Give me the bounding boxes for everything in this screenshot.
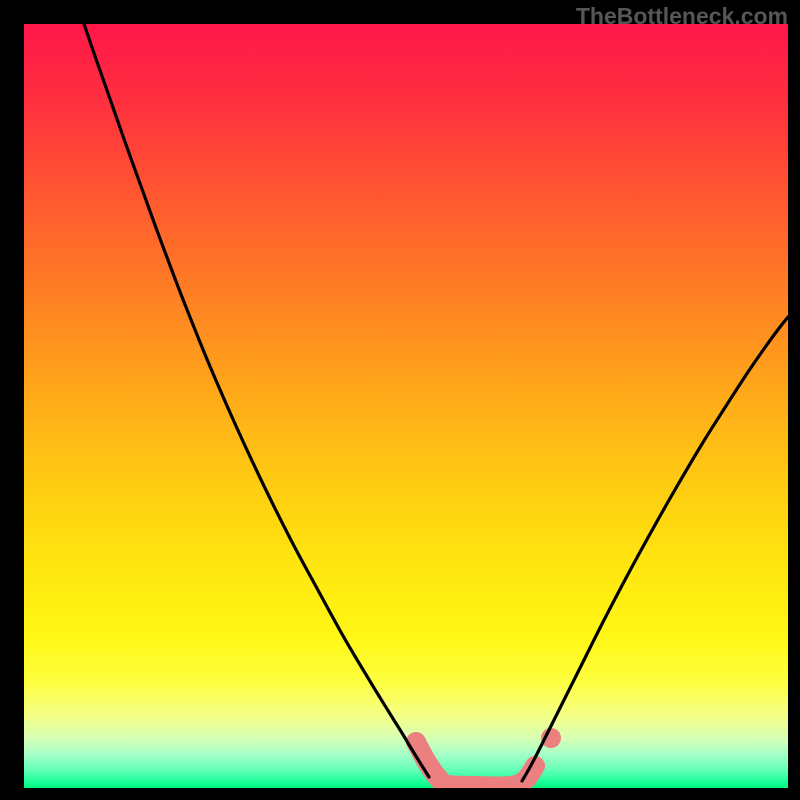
bottleneck-highlight — [416, 742, 535, 787]
curve-right — [522, 317, 788, 781]
curve-left — [84, 24, 429, 777]
plot-area — [24, 24, 788, 788]
chart-container: TheBottleneck.com — [0, 0, 800, 800]
watermark-text: TheBottleneck.com — [576, 3, 788, 30]
chart-svg — [24, 24, 788, 788]
